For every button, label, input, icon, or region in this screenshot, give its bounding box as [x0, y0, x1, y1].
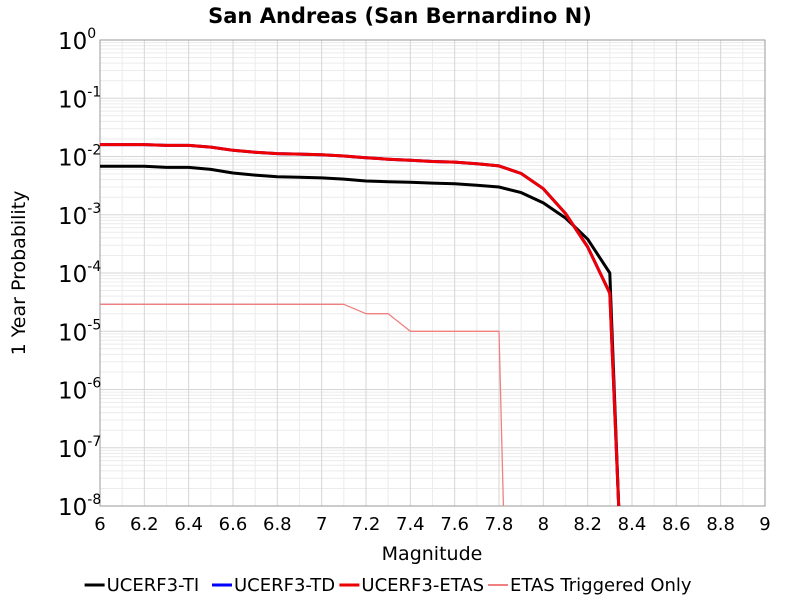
x-tick-label: 7.6: [440, 514, 469, 535]
x-tick-label: 6: [94, 514, 105, 535]
x-tick-label: 7.4: [396, 514, 425, 535]
series-layer: [100, 143, 621, 507]
legend-label-ucerf3-ti: UCERF3-TI: [107, 575, 200, 596]
series-line-etas-triggered-only: [100, 303, 505, 507]
y-tick-exponent: -5: [87, 317, 101, 333]
x-tick-label: 8.2: [573, 514, 602, 535]
x-tick-label: 7: [316, 514, 327, 535]
y-tick-exponent: -2: [87, 143, 101, 159]
y-tick-label: 10-1: [58, 84, 101, 113]
x-axis-ticks: 6 6.2 6.4 6.6 6.8 7 7.2 7.4 7.6 7.8 8 8.2 8.4 8.6 8.8 9: [94, 514, 770, 535]
y-axis-label: 1 Year Probability: [8, 191, 30, 356]
y-tick-exponent: -6: [87, 376, 101, 392]
series-line-ucerf3-ti: [100, 164, 621, 507]
x-tick-label: 9: [759, 514, 770, 535]
x-tick-label: 8.8: [706, 514, 735, 535]
y-tick-exponent: -1: [87, 84, 101, 100]
y-tick-exponent: -8: [87, 492, 101, 508]
chart-title: San Andreas (San Bernardino N): [208, 4, 592, 28]
y-tick-exponent: -3: [87, 201, 101, 217]
y-tick-label: 10-8: [58, 492, 101, 521]
y-tick-label: 10-3: [58, 201, 101, 230]
x-tick-label: 6.2: [130, 514, 159, 535]
legend-label-ucerf3-td: UCERF3-TD: [234, 575, 335, 596]
y-tick-label: 100: [58, 26, 96, 55]
x-tick-label: 6.4: [174, 514, 203, 535]
x-tick-label: 6.6: [219, 514, 248, 535]
x-tick-label: 8.6: [662, 514, 691, 535]
legend-label-etas-triggered-only: ETAS Triggered Only: [510, 575, 692, 596]
x-tick-label: 6.8: [263, 514, 292, 535]
x-tick-label: 8: [538, 514, 549, 535]
x-tick-label: 7.8: [485, 514, 514, 535]
legend: UCERF3-TI UCERF3-TD UCERF3-ETAS ETAS Trigge…: [84, 575, 692, 596]
y-axis-ticks: 100 10-1 10-2 10-3 10-4 10-5 10-6 10-7 10-8: [58, 26, 101, 521]
x-tick-label: 7.2: [352, 514, 381, 535]
series-line-ucerf3-td: [100, 143, 621, 507]
grid: [99, 39, 766, 507]
x-axis-label: Magnitude: [382, 543, 483, 565]
legend-label-ucerf3-etas: UCERF3-ETAS: [361, 575, 484, 596]
y-tick-label: 10-5: [58, 317, 101, 346]
y-tick-label: 10-7: [58, 434, 101, 463]
y-tick-label: 10-2: [58, 143, 101, 172]
series-line-ucerf3-etas: [100, 143, 621, 507]
y-tick-label: 10-6: [58, 376, 101, 405]
plot-area-frame: [99, 39, 766, 507]
x-tick-label: 8.4: [618, 514, 647, 535]
y-tick-label: 10-4: [58, 259, 101, 288]
y-tick-exponent: 0: [87, 26, 96, 42]
y-tick-exponent: -7: [87, 434, 101, 450]
y-tick-exponent: -4: [87, 259, 101, 275]
